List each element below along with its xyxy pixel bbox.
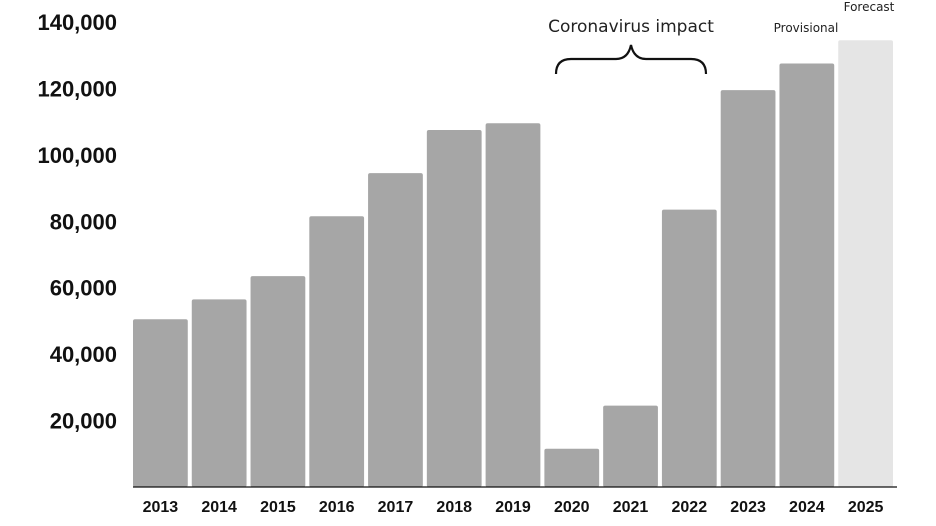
coronavirus-impact-label: Coronavirus impact [548,17,714,37]
x-tick-label: 2023 [730,499,766,516]
y-tick-label: 20,000 [50,409,117,434]
y-tick-label: 40,000 [50,342,117,367]
x-tick-label: 2021 [613,499,649,516]
x-axis: 2013 2014 2015 2016 2017 2018 2019 2020 2021 2022… [143,499,884,516]
provisional-label: Provisional [774,21,839,35]
bar-2022 [661,209,717,488]
bar-2018 [426,129,482,488]
bar-2021 [603,405,658,487]
bar-2024 [779,63,835,488]
y-tick-label: 60,000 [50,276,117,301]
y-tick-label: 80,000 [50,209,117,234]
x-tick-label: 2018 [436,499,472,516]
bar-2020 [544,448,600,487]
y-axis: 20,000 40,000 60,000 80,000 100,000 120,000 14… [37,10,117,434]
x-tick-label: 2024 [789,499,825,516]
x-tick-label: 2025 [848,499,884,516]
x-tick-label: 2022 [672,499,708,516]
y-tick-label: 140,000 [37,10,117,35]
y-tick-label: 120,000 [37,76,117,101]
bar-2019 [485,123,541,487]
bar-2017 [368,173,423,487]
x-tick-label: 2019 [495,499,531,516]
bars [133,40,897,488]
bar-2013 [133,319,188,487]
x-tick-label: 2013 [143,499,179,516]
bar-2015 [250,276,306,487]
x-tick-label: 2016 [319,499,355,516]
x-tick-label: 2017 [378,499,414,516]
coronavirus-brace [554,44,708,75]
x-tick-label: 2014 [201,499,237,516]
bar-2023 [720,90,776,487]
bar-2025 [838,40,893,488]
annotations: Coronavirus impact Provisional Forecast [548,0,895,75]
x-tick-label: 2020 [554,499,590,516]
bar-2016 [309,216,365,487]
bar-2014 [191,299,247,487]
y-tick-label: 100,000 [37,143,117,168]
forecast-label: Forecast [844,0,895,14]
x-tick-label: 2015 [260,499,296,516]
